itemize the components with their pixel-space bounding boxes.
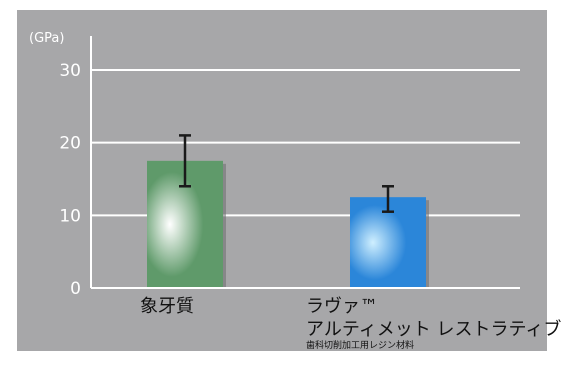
error-bars [179,134,394,213]
category-label-2-line-2: アルティメット レストラティブ [306,319,562,340]
chart-panel: 0 10 20 30 (GPa) 象牙質 ラヴァ™ アルティメット レストラティブ 歯科切削… [17,10,561,351]
bar-chart: 0 10 20 30 (GPa) [17,10,547,351]
y-unit-label: (GPa) [29,31,64,46]
y-tick-0: 0 [70,279,81,299]
category-sublabel-2: 歯科切削加工用レジン材料 [306,341,415,351]
axes [90,36,520,289]
chart-background [17,10,547,351]
bars [147,160,429,288]
y-tick-10: 10 [59,206,81,226]
y-tick-30: 30 [59,61,81,81]
y-tick-labels: 0 10 20 30 [59,61,81,299]
category-label-2-line-1: ラヴァ™ [306,296,378,317]
y-tick-20: 20 [59,134,81,154]
category-label-1-line-1: 象牙質 [140,296,194,317]
